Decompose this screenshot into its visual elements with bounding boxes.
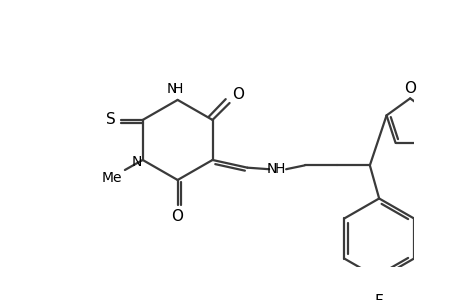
- Text: H: H: [172, 82, 182, 96]
- Text: Me: Me: [101, 171, 122, 185]
- Text: S: S: [106, 112, 116, 128]
- Text: N: N: [266, 162, 277, 176]
- Text: O: O: [171, 209, 183, 224]
- Text: H: H: [274, 162, 285, 176]
- Text: O: O: [232, 87, 244, 102]
- Text: N: N: [166, 82, 176, 96]
- Text: N: N: [131, 154, 141, 169]
- Text: O: O: [403, 81, 415, 96]
- Text: F: F: [374, 294, 383, 300]
